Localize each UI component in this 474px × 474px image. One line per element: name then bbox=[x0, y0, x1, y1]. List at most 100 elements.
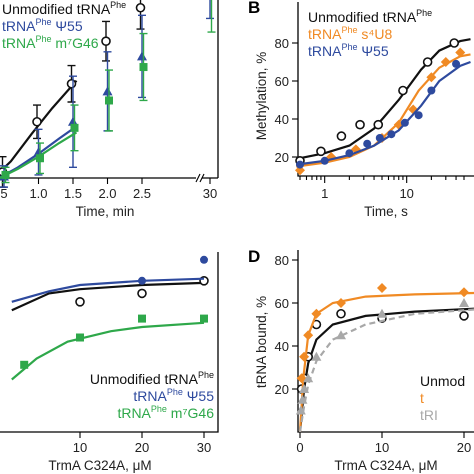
fit-line-d-0 bbox=[298, 307, 474, 433]
data-point-d-1 bbox=[299, 351, 310, 362]
axis-break-a bbox=[199, 173, 205, 183]
legend-entry-a-0: Unmodified tRNAPhe bbox=[2, 0, 126, 17]
fit-line-c-0 bbox=[11, 281, 205, 312]
data-point-d-2 bbox=[311, 351, 322, 361]
data-point-c-1 bbox=[200, 255, 208, 264]
data-point-c-2 bbox=[76, 333, 84, 342]
legend-entry-c-2: tRNAPhe m⁷G46 bbox=[117, 404, 214, 421]
data-point-d-2 bbox=[299, 384, 310, 393]
legend-entry-c-0: Unmodified tRNAPhe bbox=[90, 370, 214, 387]
panel-label-b: B bbox=[248, 0, 260, 17]
data-point-c-2 bbox=[200, 314, 208, 323]
data-point-d-2 bbox=[295, 405, 306, 415]
data-point-b-1 bbox=[426, 72, 437, 83]
data-point-b-0 bbox=[449, 38, 460, 48]
error-bar-a-2 bbox=[207, 0, 216, 33]
x-axis-label-b: Time, s bbox=[364, 204, 408, 219]
data-point-a-0 bbox=[32, 116, 42, 127]
x-tick-label-a: 2.5 bbox=[133, 186, 151, 201]
data-point-b-0 bbox=[422, 57, 433, 67]
x-tick-label-a: 1.0 bbox=[29, 186, 47, 201]
error-bar-a-1 bbox=[206, 0, 214, 20]
x-tick-label-a: 30 bbox=[203, 186, 217, 201]
x-axis-label-a: Time, min bbox=[76, 204, 135, 219]
data-point-c-2 bbox=[138, 314, 146, 323]
data-point-b-2 bbox=[452, 59, 461, 68]
data-point-c-0 bbox=[75, 296, 85, 307]
axes-c bbox=[0, 252, 219, 433]
data-point-b-2 bbox=[375, 134, 384, 142]
fit-line-d-1 bbox=[298, 291, 474, 433]
data-point-a-2 bbox=[70, 123, 79, 132]
y-tick-label-b: 40 bbox=[275, 112, 289, 127]
data-point-b-1 bbox=[295, 165, 305, 176]
data-point-a-2 bbox=[1, 170, 10, 179]
data-point-a-0 bbox=[101, 36, 111, 47]
x-tick-label-c: 20 bbox=[135, 440, 149, 455]
axes-d bbox=[297, 250, 474, 433]
data-point-b-1 bbox=[440, 57, 451, 67]
data-point-b-2 bbox=[400, 118, 409, 127]
y-tick-label-b: 20 bbox=[275, 150, 289, 165]
y-tick-label-d: 20 bbox=[275, 382, 289, 397]
data-point-b-2 bbox=[296, 160, 304, 169]
data-point-b-0 bbox=[373, 119, 384, 130]
data-point-b-2 bbox=[387, 130, 396, 139]
data-point-c-2 bbox=[20, 360, 29, 369]
data-point-a-1 bbox=[102, 86, 113, 96]
data-point-b-0 bbox=[398, 85, 408, 96]
y-tick-label-b: 80 bbox=[275, 36, 289, 51]
y-tick-label-b: 60 bbox=[275, 74, 289, 89]
axes-b bbox=[297, 2, 474, 177]
fit-line-c-1 bbox=[11, 277, 205, 303]
x-axis-label-d: TrmA C324A, μM bbox=[334, 458, 437, 473]
y-axis-label-d: tRNA bound, % bbox=[254, 296, 269, 388]
data-point-d-0 bbox=[459, 311, 469, 321]
data-point-c-1 bbox=[138, 276, 146, 285]
legend-entry-c-1: tRNAPhe Ψ55 bbox=[133, 387, 214, 404]
data-point-c-0 bbox=[137, 288, 147, 299]
x-tick-label-d: 0 bbox=[296, 440, 303, 455]
data-point-b-0 bbox=[316, 146, 326, 157]
legend-entry-b-1: tRNAPhe s⁴U8 bbox=[308, 25, 392, 42]
x-tick-label-a: 1.5 bbox=[64, 186, 82, 201]
data-point-a-1 bbox=[137, 51, 147, 61]
legend-entry-d-1: t bbox=[420, 390, 424, 406]
data-point-b-2 bbox=[345, 149, 354, 158]
fit-line-b-2 bbox=[296, 60, 471, 166]
legend-entry-d-2: tRI bbox=[420, 407, 438, 423]
data-point-a-2 bbox=[36, 154, 44, 163]
x-tick-label-c: 10 bbox=[73, 440, 87, 455]
x-tick-label-a: 2.0 bbox=[98, 186, 116, 201]
data-point-d-2 bbox=[303, 373, 314, 383]
panel-b: B 20 40 60 80 Methylation, % 1 10 Time, s Unmodif… bbox=[248, 0, 474, 219]
data-point-b-1 bbox=[455, 47, 466, 58]
x-tick-label-a: 5 bbox=[0, 186, 7, 201]
data-point-d-1 bbox=[311, 308, 322, 319]
x-tick-label-b: 1 bbox=[321, 186, 328, 201]
data-point-b-2 bbox=[320, 156, 329, 165]
data-point-b-0 bbox=[355, 119, 365, 130]
data-point-d-2 bbox=[336, 330, 346, 340]
data-point-d-2 bbox=[297, 394, 308, 404]
data-point-b-2 bbox=[363, 139, 372, 148]
y-tick-label-d: 40 bbox=[275, 339, 289, 354]
x-tick-label-b: 10 bbox=[399, 186, 413, 201]
data-point-d-1 bbox=[459, 287, 469, 298]
legend-entry-d-0: Unmod bbox=[420, 373, 465, 389]
y-axis-label-b: Methylation, % bbox=[254, 52, 269, 141]
legend-entry-a-2: tRNAPhe m⁷G46 bbox=[2, 34, 99, 51]
data-point-a-2 bbox=[139, 63, 148, 72]
data-point-b-2 bbox=[414, 111, 423, 120]
data-point-a-0 bbox=[66, 78, 77, 89]
legend-entry-a-1: tRNAPhe Ψ55 bbox=[2, 17, 83, 34]
data-point-a-2 bbox=[105, 96, 113, 105]
data-point-a-0 bbox=[135, 2, 146, 13]
y-tick-label-d: 80 bbox=[275, 253, 289, 268]
legend-entry-b-2: tRNAPhe Ψ55 bbox=[308, 42, 389, 59]
x-axis-label-c: TrmA C324A, μM bbox=[48, 458, 151, 473]
fit-line-d-2 bbox=[298, 308, 474, 433]
panel-a: 5 1.0 1.5 2.0 2.5 30 Time, min Unmodified tRNAP… bbox=[0, 0, 219, 219]
axis-break-a bbox=[195, 173, 201, 183]
